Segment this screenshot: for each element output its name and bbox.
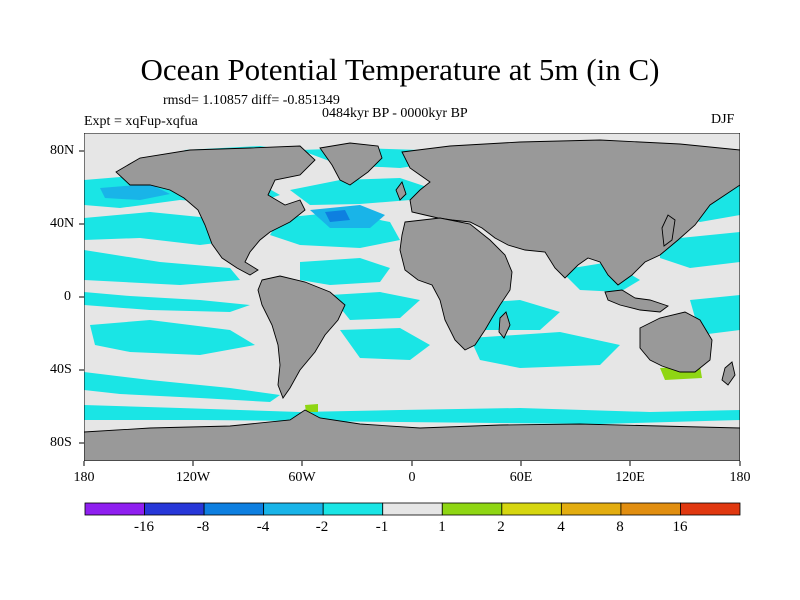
british-isles [395,181,407,201]
colorbar-label: 16 [672,519,688,535]
anomaly-southern-pacific [84,372,280,402]
colorbar-swatch [322,502,384,516]
colorbar-swatch [560,502,622,516]
colorbar-label: -8 [196,519,210,535]
map-title: Ocean Potential Temperature at 5m (in C) [140,52,660,87]
anomaly-tropical-atlantic [300,258,390,285]
colorbar-label: -16 [134,519,154,535]
anomaly-equatorial-atlantic [330,292,420,320]
anomaly-southern-ocean [84,405,740,424]
antarctica [84,409,740,461]
anomaly-west-pacific [660,232,740,268]
anomaly-equatorial-pacific [84,292,250,312]
south-america [257,275,346,399]
anomaly-aleutian [100,184,170,200]
anomaly-north-pacific-south [84,212,240,245]
colorbar [84,502,741,516]
colorbar-label: -2 [315,519,329,535]
lat-tick-label: 0 [64,289,71,304]
period-label: 0484kyr BP - 0000kyr BP [322,106,468,121]
season-label: DJF [711,112,735,127]
japan [661,214,676,247]
lon-tick-label: 120W [175,470,211,485]
experiment-label: Expt = xqFup-xqfua [84,114,198,129]
north-america [115,145,316,276]
colorbar-swatch [84,502,145,516]
lon-tick-label: 60E [509,470,533,485]
colorbar-swatch [441,502,503,516]
madagascar [498,311,511,339]
greenland [319,142,383,186]
anomaly-indian-ocean-south [470,332,620,368]
anomaly-tropical-pacific [84,250,240,285]
colorbar-swatch [203,502,265,516]
eurasia [401,139,740,286]
colorbar-label: -1 [375,519,389,535]
axis-ticks [79,150,741,466]
africa [399,217,513,351]
lat-tick-label: 80N [50,143,75,158]
colorbar-swatch [680,502,741,516]
lat-tick-label: 40N [50,216,75,231]
anomaly-deep-atlantic [325,210,350,222]
anomaly-subpolar-atlantic [290,178,430,205]
lon-tick-label: 0 [408,470,416,485]
indonesia [604,289,669,313]
colorbar-swatch [263,502,324,516]
lat-tick-label: 40S [50,362,72,377]
colorbar-label: 8 [616,519,624,535]
colorbar-label: -4 [256,519,270,535]
colorbar-swatch [620,502,681,516]
stats-line: rmsd= 1.10857 diff= -0.851349 [163,93,340,108]
colorbar-label: 2 [497,519,505,535]
colorbar-swatch [382,502,443,516]
anomaly-antarctic-peninsula [305,404,318,412]
colorbar-label: 1 [438,519,446,535]
map-area [84,133,740,461]
lat-tick-label: 80S [50,435,72,450]
australia [639,311,713,373]
anomaly-south-pacific [90,320,255,355]
lon-tick-label: 120E [615,470,645,485]
colorbar-swatch [144,502,205,516]
anomaly-south-atlantic [340,328,430,360]
colorbar-label: 4 [557,519,565,535]
colorbar-swatch [501,502,562,516]
lon-tick-label: 180 [729,470,751,485]
new-zealand [721,361,736,386]
lon-tick-label: 180 [73,470,95,485]
lon-tick-label: 60W [288,470,316,485]
land [84,139,740,461]
